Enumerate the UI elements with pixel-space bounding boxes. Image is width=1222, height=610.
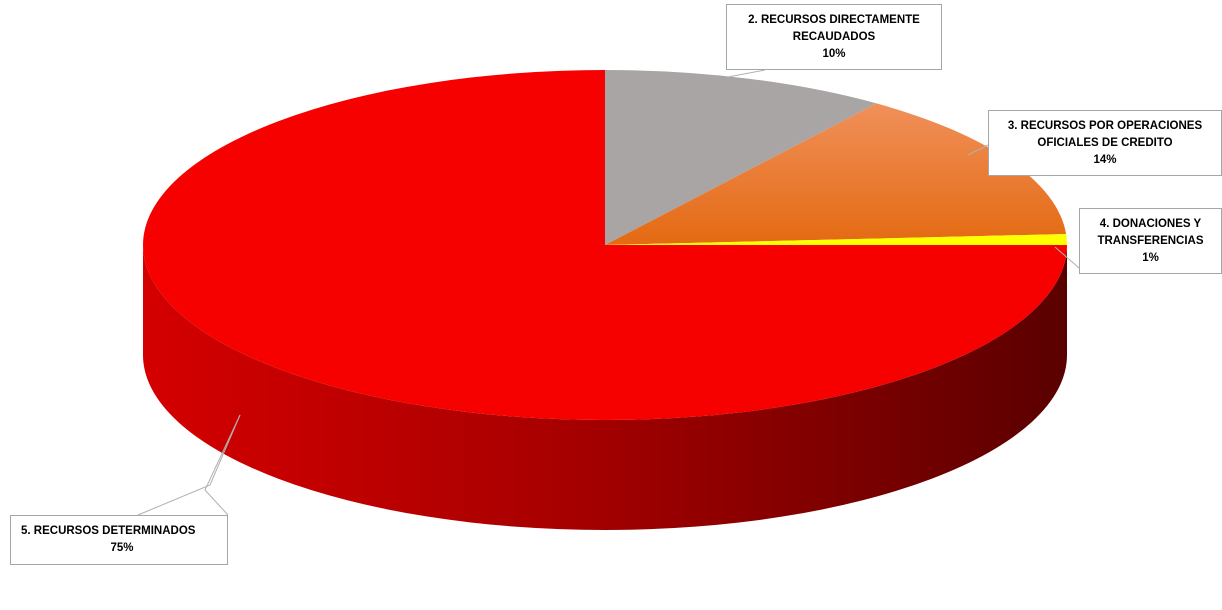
- leader-line: [1054, 246, 1080, 269]
- pie-side-layer: [143, 245, 1067, 530]
- slice-percent: 14%: [1093, 153, 1117, 166]
- slice-label-line: TRANSFERENCIAS: [1097, 234, 1204, 247]
- leader-line: [204, 414, 241, 516]
- leader-lines: [137, 69, 1080, 516]
- slice-label-line: 2. RECURSOS DIRECTAMENTE: [748, 13, 920, 26]
- slice-label-line: RECAUDADOS: [792, 30, 876, 43]
- slice-label-recursos-determinados: 5. RECURSOS DETERMINADOS 75%: [10, 515, 228, 565]
- slice-label-recursos-operaciones-credito: 3. RECURSOS POR OPERACIONES OFICIALES DE…: [988, 110, 1222, 176]
- leader-line: [967, 144, 989, 156]
- pie-slice-operaciones-credito: [605, 103, 1067, 245]
- slice-label-line: 4. DONACIONES Y: [1099, 217, 1202, 230]
- slice-label-line: 3. RECURSOS POR OPERACIONES: [1007, 119, 1203, 132]
- leader-line: [727, 69, 766, 78]
- slice-label-donaciones-transferencias: 4. DONACIONES Y TRANSFERENCIAS 1%: [1079, 208, 1222, 274]
- slice-label-line: 5. RECURSOS DETERMINADOS: [21, 525, 196, 537]
- slice-percent: 1%: [1142, 251, 1159, 264]
- leader-line: [137, 414, 241, 516]
- pie-slice-donaciones-transferencias: [605, 234, 1067, 245]
- slice-label-recursos-directamente-recaudados: 2. RECURSOS DIRECTAMENTE RECAUDADOS 10%: [726, 4, 942, 70]
- slice-label-line: OFICIALES DE CREDITO: [1037, 136, 1173, 149]
- pie-slice-directamente-recaudados: [605, 70, 877, 245]
- pie-side-recursos-determinados: [143, 245, 1067, 530]
- slice-percent: 75%: [110, 542, 134, 554]
- slice-percent: 10%: [822, 47, 846, 60]
- pie-top-layer: [143, 70, 1067, 420]
- pie-slice-recursos-determinados: [143, 70, 1067, 420]
